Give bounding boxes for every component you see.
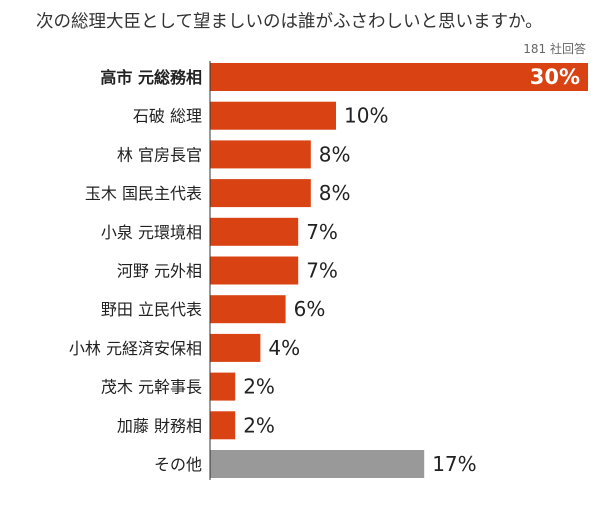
value-label-9: 2% (243, 413, 275, 437)
bar-5 (210, 256, 299, 285)
category-label-0: 高市 元総務相 (100, 68, 202, 87)
category-label-7: 小林 元経済安保相 (69, 339, 202, 358)
category-label-10: その他 (154, 455, 202, 474)
value-label-6: 6% (294, 297, 326, 321)
bar-7 (210, 333, 261, 362)
value-label-7: 4% (268, 336, 300, 360)
value-label-5: 7% (306, 259, 338, 283)
category-label-4: 小泉 元環境相 (101, 223, 202, 242)
category-label-5: 河野 元外相 (117, 262, 202, 281)
category-label-9: 加藤 財務相 (117, 416, 202, 435)
value-label-0: 30% (530, 65, 580, 89)
bar-1 (210, 101, 336, 130)
value-label-10: 17% (432, 452, 476, 476)
bar-8 (210, 372, 236, 401)
response-count-note: 181 社回答 (523, 42, 586, 56)
value-label-1: 10% (344, 104, 388, 128)
bar-9 (210, 411, 236, 440)
bar-6 (210, 295, 286, 324)
bar-4 (210, 217, 299, 246)
bar-3 (210, 179, 311, 208)
category-label-8: 茂木 元幹事長 (101, 378, 202, 397)
category-label-1: 石破 総理 (133, 107, 202, 126)
value-label-2: 8% (319, 142, 351, 166)
category-label-3: 玉木 国民主代表 (85, 184, 202, 203)
category-label-6: 野田 立民代表 (101, 300, 202, 319)
category-label-2: 林 官房長官 (117, 145, 202, 164)
value-label-8: 2% (243, 375, 275, 399)
value-label-3: 8% (319, 181, 351, 205)
bar-2 (210, 140, 311, 169)
value-label-4: 7% (306, 220, 338, 244)
chart-title: 次の総理大臣として望ましいのは誰がふさわしいと思いますか。 (36, 12, 543, 32)
bar-0 (210, 63, 588, 91)
bar-10 (210, 450, 425, 478)
